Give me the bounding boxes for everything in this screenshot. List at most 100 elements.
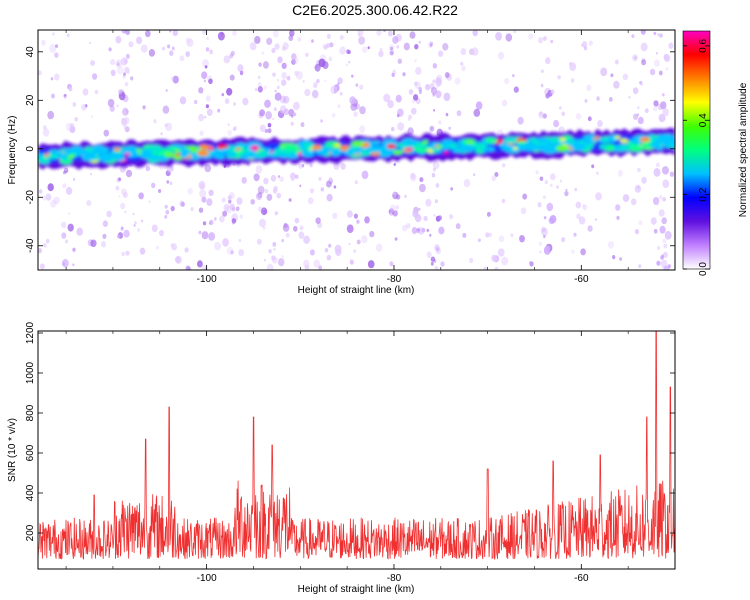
band-blob <box>91 145 106 153</box>
speckle-blob <box>238 238 242 243</box>
speckle-blob <box>545 93 550 99</box>
speckle-blob <box>125 53 130 59</box>
band-blob <box>131 146 138 150</box>
speckle-blob <box>121 30 127 34</box>
speckle-blob <box>165 209 170 215</box>
speckle-blob <box>299 184 302 188</box>
speckle-blob <box>73 178 76 181</box>
speckle-blob <box>148 200 151 203</box>
speckle-blob <box>596 96 600 101</box>
speckle-blob <box>347 50 351 55</box>
speckle-blob <box>62 258 69 268</box>
speckle-blob <box>209 49 214 55</box>
colorbar-ticks: 0.0 0.2 0.4 0.6 <box>683 38 710 276</box>
speckle-blob <box>541 227 548 237</box>
speckle-blob <box>272 72 276 77</box>
speckle-blob <box>162 105 170 114</box>
band-blob <box>124 152 131 156</box>
speckle-blob <box>438 120 442 125</box>
speckle-blob <box>549 215 557 224</box>
speckle-blob <box>519 235 525 243</box>
speckle-blob <box>74 117 78 122</box>
speckle-blob <box>50 77 54 81</box>
speckle-blob <box>277 56 283 64</box>
speckle-blob <box>101 241 107 248</box>
speckle-blob <box>402 224 408 232</box>
speckle-blob <box>45 238 50 244</box>
speckle-blob <box>42 195 47 201</box>
speckle-blob <box>300 122 305 128</box>
speckle-blob <box>332 113 336 118</box>
speckle-blob <box>349 96 356 105</box>
speckle-blob <box>538 111 543 117</box>
speckle-blob <box>324 79 327 83</box>
band-blob <box>140 149 153 156</box>
band-blob <box>619 138 629 143</box>
speckle-blob <box>667 264 671 269</box>
speckle-blob <box>164 123 168 127</box>
speckle-blob <box>404 194 407 198</box>
speckle-blob <box>299 225 304 231</box>
speckle-blob <box>221 197 226 203</box>
speckle-blob <box>291 114 294 118</box>
speckle-blob <box>289 30 295 37</box>
speckle-blob <box>426 251 432 258</box>
speckle-blob <box>201 196 207 203</box>
speckle-blob <box>68 87 73 92</box>
speckle-blob <box>339 92 343 96</box>
speckle-blob <box>395 205 400 210</box>
speckle-blob <box>410 172 416 180</box>
speckle-blob <box>90 239 97 248</box>
speckle-blob <box>348 242 351 246</box>
speckle-blob <box>256 192 262 201</box>
y-tick-label: 1000 <box>25 361 36 384</box>
spectrogram-signal-band <box>38 127 675 170</box>
band-blob <box>583 138 596 145</box>
speckle-blob <box>118 195 121 198</box>
speckle-blob <box>263 177 269 185</box>
band-blob <box>312 144 322 150</box>
speckle-blob <box>569 62 573 66</box>
speckle-blob <box>288 198 292 202</box>
speckle-blob <box>294 70 299 77</box>
speckle-blob <box>227 195 232 201</box>
speckle-blob <box>125 30 130 36</box>
speckle-blob <box>600 67 608 77</box>
speckle-blob <box>266 193 273 201</box>
speckle-blob <box>438 50 444 57</box>
speckle-blob <box>387 100 394 109</box>
speckle-blob <box>658 70 663 76</box>
speckle-blob <box>349 259 354 265</box>
speckle-blob <box>358 33 361 37</box>
speckle-blob <box>407 127 414 136</box>
speckle-blob <box>221 93 225 97</box>
speckle-blob <box>517 116 524 125</box>
band-blob <box>618 145 627 150</box>
speckle-blob <box>356 239 361 245</box>
speckle-blob <box>520 207 527 215</box>
speckle-blob <box>434 266 437 269</box>
speckle-blob <box>273 247 276 251</box>
speckle-blob <box>501 198 506 204</box>
band-blob <box>81 153 97 162</box>
speckle-blob <box>367 46 370 50</box>
band-blob <box>114 155 125 162</box>
speckle-blob <box>435 90 442 99</box>
speckle-blob <box>228 199 232 204</box>
speckle-blob <box>337 77 343 84</box>
speckle-blob <box>425 198 432 207</box>
speckle-blob <box>163 164 168 170</box>
speckle-blob <box>272 242 277 247</box>
speckle-blob <box>120 226 124 230</box>
speckle-blob <box>653 168 661 177</box>
speckle-blob <box>505 33 513 42</box>
speckle-blob <box>652 105 658 112</box>
band-blob <box>378 150 392 157</box>
speckle-blob <box>617 170 624 177</box>
speckle-blob <box>47 110 55 120</box>
snr-x-ticks: -100 -80 -60 <box>65 331 676 584</box>
speckle-blob <box>293 101 300 111</box>
speckle-blob <box>392 36 399 44</box>
band-blob <box>61 157 69 162</box>
speckle-blob <box>633 113 639 120</box>
